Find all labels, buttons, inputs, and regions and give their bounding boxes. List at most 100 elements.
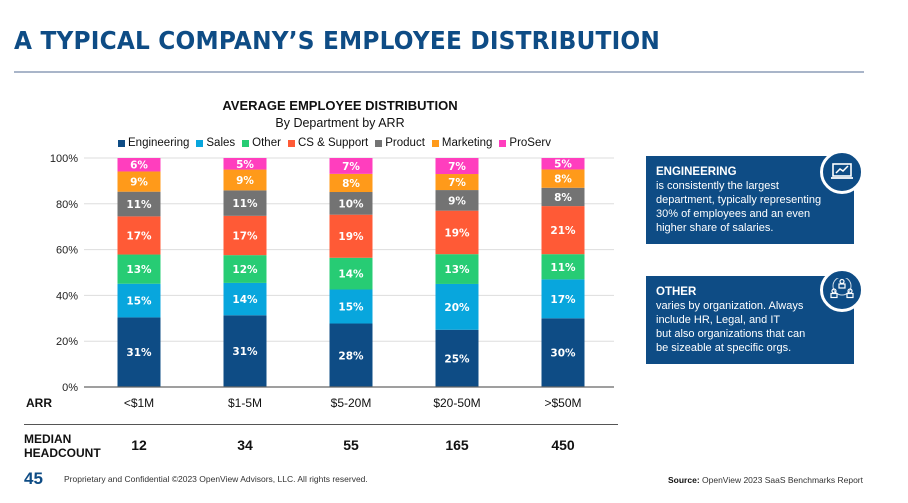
bar-data-label: 8% bbox=[554, 192, 572, 204]
bar-segment bbox=[223, 190, 267, 216]
bar-data-label: 13% bbox=[126, 264, 152, 276]
bar-data-label: 17% bbox=[550, 294, 576, 306]
callout-line: be sizeable at specific orgs. bbox=[656, 342, 792, 354]
bar-segment bbox=[329, 192, 373, 215]
bar-data-label: 12% bbox=[232, 264, 258, 276]
bar-data-label: 7% bbox=[448, 177, 466, 189]
x-tick-label: >$50M bbox=[544, 396, 582, 410]
x-axis-label: ARR bbox=[26, 396, 52, 410]
legend-swatch bbox=[375, 139, 383, 147]
bar-segment bbox=[223, 215, 267, 256]
bar-segment bbox=[435, 329, 479, 387]
bar-segment bbox=[435, 174, 479, 191]
bar-segment bbox=[329, 158, 373, 174]
median-headcount-label: MEDIAN HEADCOUNT bbox=[24, 432, 101, 460]
legend-item: Sales bbox=[196, 137, 235, 149]
x-tick-label: $1-5M bbox=[227, 396, 262, 410]
bar-data-label: 5% bbox=[554, 159, 572, 171]
legend-item: CS & Support bbox=[287, 137, 368, 149]
bar-segment bbox=[223, 255, 267, 283]
callout-line: varies by organization. Always bbox=[656, 300, 804, 312]
bar-data-label: 9% bbox=[236, 175, 254, 187]
bar-data-label: 25% bbox=[444, 353, 470, 365]
legend-swatch bbox=[431, 139, 439, 147]
callout-line: but also organizations that can bbox=[656, 328, 806, 340]
bar-data-label: 15% bbox=[126, 296, 152, 308]
bar-segment bbox=[435, 190, 479, 211]
legend-label: Engineering bbox=[128, 137, 190, 149]
page-title: A TYPICAL COMPANY’S EMPLOYEE DISTRIBUTIO… bbox=[14, 26, 661, 55]
bar-data-label: 14% bbox=[338, 269, 364, 281]
bar-segment bbox=[117, 171, 161, 192]
legend-label: Sales bbox=[206, 137, 236, 149]
bar-data-label: 10% bbox=[338, 198, 364, 210]
chart-legend: Engineering Sales Other CS & Support Product… bbox=[118, 137, 551, 149]
bar-segment bbox=[223, 158, 267, 170]
bar-segment bbox=[435, 210, 479, 255]
legend-swatch bbox=[242, 139, 250, 147]
source-label: Source: bbox=[668, 475, 700, 485]
bar-segment bbox=[435, 158, 479, 175]
callout-heading: ENGINEERING bbox=[656, 166, 737, 178]
chart-title: AVERAGE EMPLOYEE DISTRIBUTION bbox=[222, 98, 458, 113]
chart-subtitle: By Department by ARR bbox=[275, 116, 405, 130]
bar-segment bbox=[541, 254, 585, 280]
x-tick-label: $5-20M bbox=[330, 396, 372, 410]
bar-segment bbox=[329, 214, 373, 258]
engineering-callout: ENGINEERING is consistently the largest … bbox=[646, 156, 854, 244]
legend-item: ProServ bbox=[499, 137, 551, 149]
bar-data-label: 14% bbox=[232, 294, 258, 306]
bar-segment bbox=[541, 187, 585, 207]
bar-data-label: 8% bbox=[342, 178, 360, 190]
page-number: 45 bbox=[24, 469, 43, 488]
legend-swatch bbox=[196, 139, 204, 147]
bar-segment bbox=[117, 317, 161, 387]
legend-item: Marketing bbox=[431, 137, 493, 149]
bar-data-label: 17% bbox=[126, 230, 152, 242]
people-network-icon bbox=[820, 268, 864, 312]
headcount-divider bbox=[24, 424, 618, 425]
bar-segment bbox=[223, 315, 267, 387]
bar-data-label: 11% bbox=[550, 262, 576, 274]
x-tick-label: <$1M bbox=[123, 396, 155, 410]
median-headcount-value: 450 bbox=[551, 437, 575, 453]
bar-data-label: 21% bbox=[550, 225, 576, 237]
callout-line: include HR, Legal, and IT bbox=[656, 314, 781, 326]
bar-data-label: 11% bbox=[126, 199, 152, 211]
bar-segment bbox=[541, 169, 585, 188]
bar-segment bbox=[117, 254, 161, 284]
bar-segment bbox=[541, 206, 585, 255]
bar-data-label: 31% bbox=[126, 347, 152, 359]
legend-swatch bbox=[499, 139, 507, 147]
bar-data-label: 15% bbox=[338, 302, 364, 314]
bar-data-label: 7% bbox=[342, 161, 360, 173]
bar-data-label: 7% bbox=[448, 161, 466, 173]
legend-item: Other bbox=[242, 137, 281, 149]
bar-segment bbox=[435, 283, 479, 330]
median-headcount-label-line2: HEADCOUNT bbox=[24, 446, 101, 460]
callout-line: is consistently the largest bbox=[656, 180, 779, 192]
source-text: OpenView 2023 SaaS Benchmarks Report bbox=[699, 475, 863, 485]
legend-swatch bbox=[118, 139, 125, 147]
footer-copyright: Proprietary and Confidential ©2023 OpenV… bbox=[64, 474, 368, 484]
legend-swatch bbox=[287, 139, 295, 147]
bar-segment bbox=[329, 257, 373, 290]
legend-label: Marketing bbox=[441, 137, 493, 149]
bar-data-label: 8% bbox=[554, 174, 572, 186]
bar-data-label: 9% bbox=[448, 195, 466, 207]
bar-data-label: 30% bbox=[550, 348, 576, 360]
bar-data-label: 31% bbox=[232, 346, 258, 358]
median-headcount-value: 55 bbox=[343, 437, 359, 453]
bar-segment bbox=[117, 216, 161, 255]
legend-label: ProServ bbox=[509, 137, 551, 149]
legend-item: Engineering bbox=[118, 137, 189, 149]
bar-data-label: 13% bbox=[444, 264, 470, 276]
bar-data-label: 19% bbox=[444, 227, 470, 239]
median-headcount-value: 34 bbox=[237, 437, 253, 453]
laptop-chart-icon bbox=[820, 150, 864, 194]
bar-segment bbox=[329, 173, 373, 193]
bar-data-label: 5% bbox=[236, 159, 254, 171]
bar-data-label: 20% bbox=[444, 302, 470, 314]
source-note: Source: OpenView 2023 SaaS Benchmarks Re… bbox=[668, 475, 863, 485]
